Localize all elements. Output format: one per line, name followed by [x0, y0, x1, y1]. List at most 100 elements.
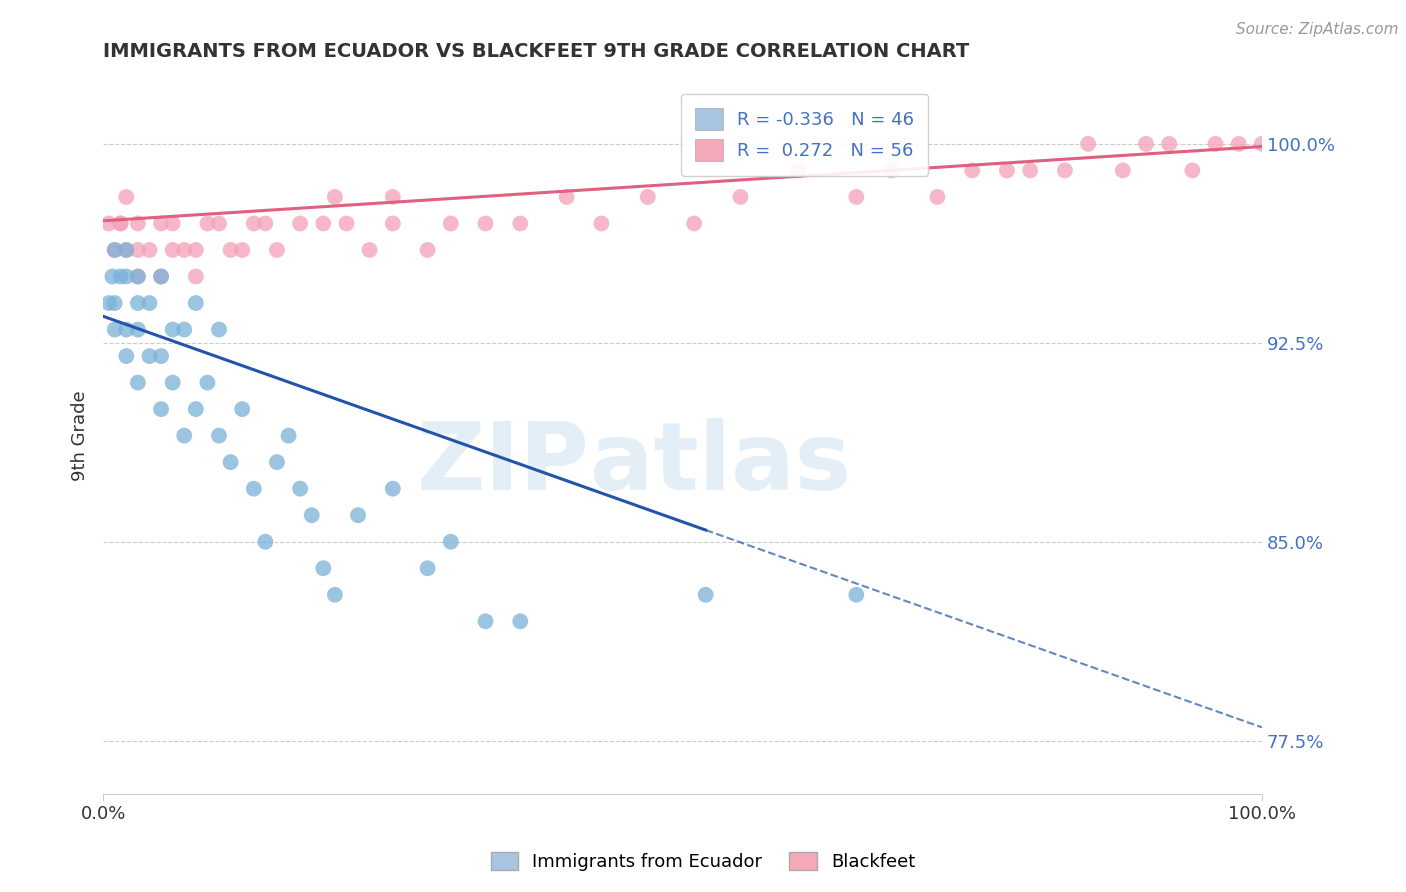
Point — [301, 508, 323, 523]
Point — [197, 217, 219, 231]
Point — [127, 243, 149, 257]
Point — [97, 217, 120, 231]
Point — [683, 217, 706, 231]
Point — [1135, 136, 1157, 151]
Point — [150, 349, 173, 363]
Point — [730, 190, 752, 204]
Point — [150, 269, 173, 284]
Point — [127, 296, 149, 310]
Point — [288, 217, 311, 231]
Point — [197, 376, 219, 390]
Point — [637, 190, 659, 204]
Point — [115, 190, 138, 204]
Point — [184, 402, 207, 417]
Point — [1251, 136, 1274, 151]
Point — [162, 217, 184, 231]
Point — [960, 163, 983, 178]
Point — [474, 217, 496, 231]
Point — [254, 217, 277, 231]
Point — [104, 296, 127, 310]
Point — [173, 322, 195, 336]
Point — [335, 217, 357, 231]
Point — [162, 243, 184, 257]
Point — [845, 190, 868, 204]
Point — [509, 217, 531, 231]
Point — [242, 217, 264, 231]
Point — [208, 428, 231, 442]
Point — [323, 190, 346, 204]
Point — [254, 534, 277, 549]
Point — [242, 482, 264, 496]
Point — [474, 615, 496, 629]
Point — [1227, 136, 1250, 151]
Point — [266, 455, 288, 469]
Point — [127, 376, 149, 390]
Point — [509, 615, 531, 629]
Point — [381, 482, 404, 496]
Point — [416, 243, 439, 257]
Legend: R = -0.336   N = 46, R =  0.272   N = 56: R = -0.336 N = 46, R = 0.272 N = 56 — [681, 94, 928, 176]
Point — [288, 482, 311, 496]
Point — [208, 217, 231, 231]
Point — [416, 561, 439, 575]
Text: ZIP: ZIP — [418, 418, 589, 510]
Point — [184, 243, 207, 257]
Point — [104, 322, 127, 336]
Point — [323, 588, 346, 602]
Point — [312, 217, 335, 231]
Point — [880, 163, 903, 178]
Text: atlas: atlas — [589, 418, 851, 510]
Point — [591, 217, 613, 231]
Point — [1205, 136, 1227, 151]
Point — [150, 217, 173, 231]
Point — [173, 428, 195, 442]
Text: IMMIGRANTS FROM ECUADOR VS BLACKFEET 9TH GRADE CORRELATION CHART: IMMIGRANTS FROM ECUADOR VS BLACKFEET 9TH… — [103, 42, 969, 61]
Point — [138, 349, 160, 363]
Point — [127, 217, 149, 231]
Point — [150, 402, 173, 417]
Point — [127, 269, 149, 284]
Y-axis label: 9th Grade: 9th Grade — [72, 391, 89, 481]
Point — [440, 534, 463, 549]
Point — [115, 349, 138, 363]
Point — [150, 269, 173, 284]
Point — [101, 269, 124, 284]
Point — [162, 322, 184, 336]
Point — [104, 243, 127, 257]
Point — [277, 428, 299, 442]
Point — [1159, 136, 1181, 151]
Point — [845, 588, 868, 602]
Text: Source: ZipAtlas.com: Source: ZipAtlas.com — [1236, 22, 1399, 37]
Point — [219, 455, 242, 469]
Legend: Immigrants from Ecuador, Blackfeet: Immigrants from Ecuador, Blackfeet — [484, 845, 922, 879]
Point — [1077, 136, 1099, 151]
Point — [231, 243, 253, 257]
Point — [184, 269, 207, 284]
Point — [138, 296, 160, 310]
Point — [1019, 163, 1042, 178]
Point — [312, 561, 335, 575]
Point — [1053, 163, 1076, 178]
Point — [231, 402, 253, 417]
Point — [115, 243, 138, 257]
Point — [995, 163, 1018, 178]
Point — [115, 322, 138, 336]
Point — [219, 243, 242, 257]
Point — [787, 163, 810, 178]
Point — [266, 243, 288, 257]
Point — [127, 322, 149, 336]
Point — [127, 269, 149, 284]
Point — [115, 243, 138, 257]
Point — [927, 190, 949, 204]
Point — [173, 243, 195, 257]
Point — [381, 190, 404, 204]
Point — [695, 588, 717, 602]
Point — [162, 376, 184, 390]
Point — [184, 296, 207, 310]
Point — [555, 190, 578, 204]
Point — [381, 217, 404, 231]
Point — [208, 322, 231, 336]
Point — [104, 243, 127, 257]
Point — [347, 508, 370, 523]
Point — [1181, 163, 1204, 178]
